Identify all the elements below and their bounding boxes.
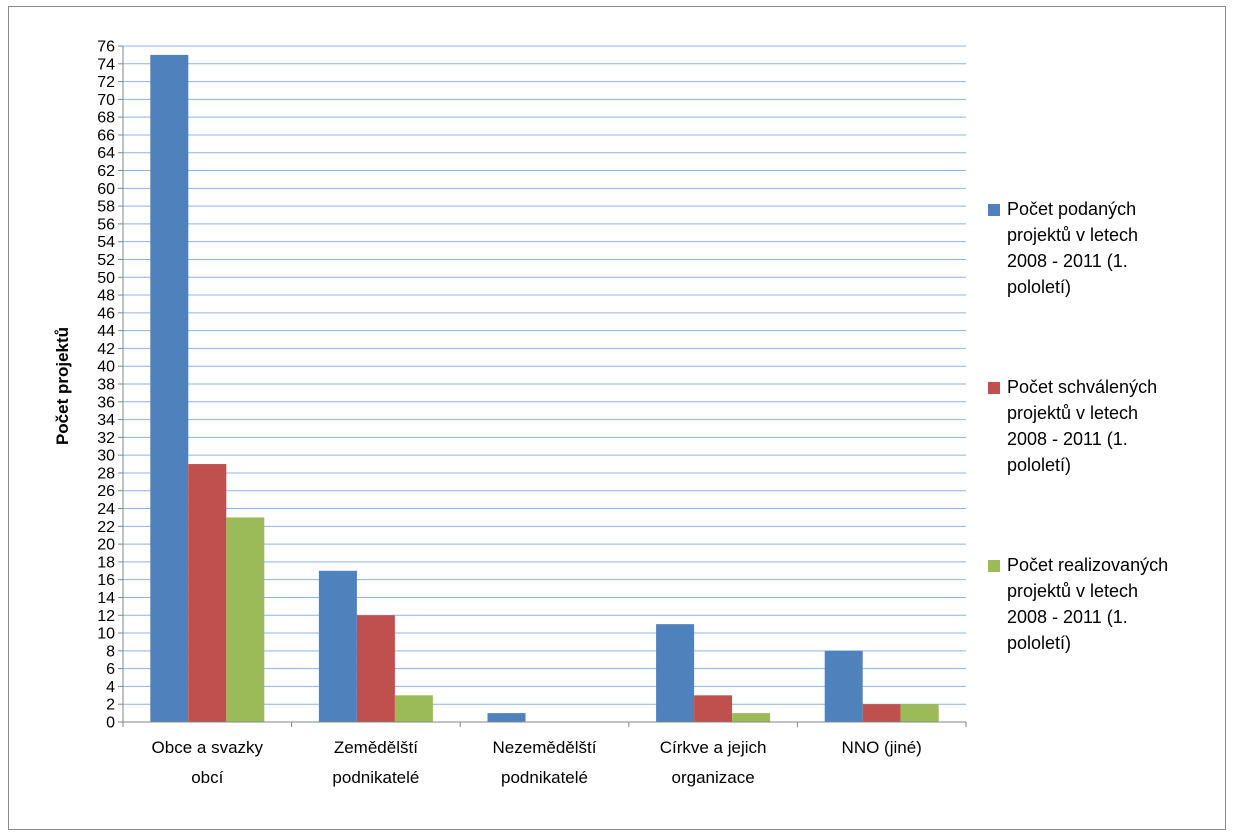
y-tick-label: 68 — [97, 110, 115, 127]
y-tick-label: 44 — [97, 323, 115, 340]
bar — [188, 464, 227, 722]
bar — [318, 570, 357, 722]
bar — [394, 695, 433, 722]
y-tick-label: 10 — [97, 626, 115, 643]
legend-entry: Počet realizovaných projektů v letech 2008… — [988, 555, 1168, 653]
y-tick-label: 50 — [97, 270, 115, 287]
bar — [487, 713, 526, 722]
y-axis-label: Počet projektů — [53, 327, 72, 445]
legend-label: Počet realizovaných projektů v letech 2008… — [1007, 555, 1168, 653]
y-tick-label: 14 — [97, 590, 115, 607]
legend: Počet podaných projektů v letech 2008 - 20… — [988, 199, 1168, 653]
y-tick-label: 54 — [97, 234, 115, 251]
y-tick-label: 62 — [97, 163, 115, 180]
y-tick-label: 30 — [97, 448, 115, 465]
y-tick-label: 36 — [97, 394, 115, 411]
category-label: Nezemědělští podnikatelé — [493, 738, 597, 787]
y-tick-label: 42 — [97, 341, 115, 358]
category-label: NNO (jiné) — [842, 738, 922, 757]
y-tick-label: 70 — [97, 92, 115, 109]
y-tick-label: 72 — [97, 74, 115, 91]
y-tick-label: 24 — [97, 501, 115, 518]
y-tick-label: 66 — [97, 127, 115, 144]
y-tick-label: 48 — [97, 288, 115, 305]
category-labels: Obce a svazky obcí Zemědělští podnikatelé Ne… — [152, 738, 922, 787]
y-tick-label: 22 — [97, 519, 115, 536]
y-tick-label: 16 — [97, 572, 115, 589]
y-tick-label: 76 — [97, 39, 115, 56]
y-tick-label: 18 — [97, 554, 115, 571]
y-tick-label: 52 — [97, 252, 115, 269]
y-tick-label: 0 — [106, 715, 115, 732]
category-label: Zemědělští podnikatelé — [332, 738, 419, 787]
category-label: Církve a jejich organizace — [660, 738, 767, 787]
y-tick-label: 56 — [97, 216, 115, 233]
bar — [356, 615, 395, 722]
y-tick-label: 26 — [97, 483, 115, 500]
legend-entry: Počet podaných projektů v letech 2008 - 20… — [988, 199, 1138, 297]
bars — [150, 54, 939, 723]
y-tick-label: 60 — [97, 181, 115, 198]
y-tick-labels: 0246810121416182022242628303234363840424… — [97, 39, 115, 732]
bar — [900, 704, 939, 722]
y-tick-label: 20 — [97, 537, 115, 554]
y-tick-label: 58 — [97, 199, 115, 216]
y-tick-label: 46 — [97, 305, 115, 322]
legend-entry: Počet schválených projektů v letech 2008 -… — [988, 377, 1157, 475]
bar — [862, 704, 901, 722]
bar — [824, 650, 863, 722]
bar — [694, 695, 733, 722]
y-tick-label: 8 — [106, 643, 115, 660]
legend-swatch — [988, 204, 1000, 216]
y-tick-label: 2 — [106, 697, 115, 714]
y-tick-label: 12 — [97, 608, 115, 625]
legend-label: Počet podaných projektů v letech 2008 - 20… — [1007, 199, 1138, 297]
y-tick-label: 64 — [97, 145, 115, 162]
y-tick-label: 6 — [106, 661, 115, 678]
bar — [150, 54, 189, 723]
y-tick-label: 32 — [97, 430, 115, 447]
y-tick-label: 34 — [97, 412, 115, 429]
y-tick-label: 28 — [97, 465, 115, 482]
legend-swatch — [988, 560, 1000, 572]
axes — [118, 45, 967, 727]
y-tick-label: 4 — [106, 679, 115, 696]
legend-swatch — [988, 382, 1000, 394]
y-tick-label: 74 — [97, 56, 115, 73]
y-tick-label: 38 — [97, 377, 115, 394]
y-tick-label: 40 — [97, 359, 115, 376]
legend-label: Počet schválených projektů v letech 2008 -… — [1007, 377, 1157, 475]
bar — [656, 624, 695, 722]
bar — [732, 713, 771, 722]
category-label: Obce a svazky obcí — [152, 738, 264, 787]
bar — [226, 517, 265, 722]
